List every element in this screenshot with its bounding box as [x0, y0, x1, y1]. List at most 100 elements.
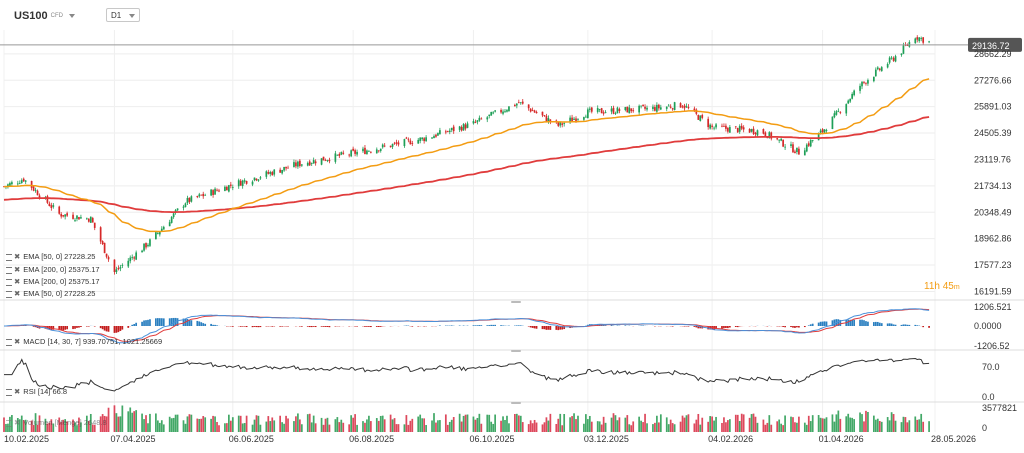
volume-bar	[902, 416, 905, 432]
volume-bar	[494, 414, 497, 432]
candle-body	[831, 116, 834, 130]
volume-bar	[200, 418, 203, 432]
candle-body	[127, 260, 130, 267]
legend-ema-50[interactable]: ✖ EMA [50, 0] 27228.25	[6, 252, 95, 262]
volume-bar	[586, 419, 589, 432]
volume-tick-label: 3577821	[982, 403, 1017, 413]
legend-macd[interactable]: ✖ MACD [14, 30, 7] 939.70751, 1021.25669	[6, 337, 162, 347]
close-icon[interactable]: ✖	[14, 387, 21, 396]
macd-hist-bar	[478, 325, 481, 326]
candle-body	[32, 186, 35, 191]
macd-hist-bar	[476, 325, 479, 326]
volume-bar	[3, 417, 5, 432]
candle-body	[76, 215, 78, 219]
settings-icon[interactable]	[6, 253, 12, 261]
settings-icon[interactable]	[6, 266, 12, 274]
volume-bar	[588, 415, 591, 432]
settings-icon[interactable]	[6, 290, 12, 298]
settings-icon[interactable]	[6, 388, 12, 396]
settings-icon[interactable]	[6, 419, 12, 427]
legend-ema-200-b[interactable]: ✖ EMA [200, 0] 25375.17	[6, 277, 100, 287]
volume-bar	[569, 417, 571, 432]
settings-icon[interactable]	[6, 338, 12, 346]
volume-bar	[687, 414, 690, 432]
volume-bar	[237, 415, 240, 432]
macd-hist-bar	[324, 326, 327, 327]
candle-body	[328, 159, 331, 162]
macd-hist-bar	[196, 320, 199, 326]
volume-bar	[721, 422, 723, 432]
candle-body	[693, 108, 696, 111]
volume-bar	[488, 414, 491, 432]
macd-hist-bar	[699, 326, 702, 329]
candle-body	[681, 106, 684, 108]
volume-bar	[348, 424, 351, 432]
volume-bar	[279, 415, 282, 432]
candle-body	[16, 183, 19, 185]
candle-body	[105, 253, 108, 257]
volume-bar	[894, 420, 897, 432]
volume-bar	[723, 417, 725, 432]
volume-bar	[914, 416, 917, 432]
symbol-selector[interactable]: US100 CFD	[14, 10, 75, 22]
macd-hist-bar	[729, 326, 731, 328]
volume-bar	[218, 425, 220, 432]
close-icon[interactable]: ✖	[14, 252, 21, 261]
macd-hist-bar	[839, 319, 842, 326]
candle-body	[508, 106, 510, 112]
volume-bar	[107, 407, 110, 432]
macd-hist-bar	[135, 322, 138, 326]
candle-body	[612, 107, 615, 114]
volume-bar	[709, 416, 711, 432]
candle-body	[293, 162, 295, 167]
candle-body	[20, 180, 23, 183]
macd-hist-bar	[819, 321, 822, 326]
volume-bar	[155, 413, 157, 432]
candle-body	[133, 257, 136, 259]
macd-hist-bar	[308, 326, 311, 328]
volume-bar	[299, 419, 301, 432]
candle-body	[283, 166, 285, 171]
candle-body	[610, 108, 613, 112]
close-icon[interactable]: ✖	[14, 265, 21, 274]
close-icon[interactable]: ✖	[14, 277, 21, 286]
volume-bar	[391, 419, 394, 432]
macd-hist-bar	[817, 322, 820, 326]
macd-hist-bar	[480, 325, 483, 326]
legend-rsi[interactable]: ✖ RSI [14] 66.8	[6, 387, 67, 397]
macd-hist-bar	[697, 326, 700, 329]
volume-bar	[80, 422, 82, 432]
candle-body	[158, 231, 161, 235]
current-price-tag	[968, 37, 1022, 52]
close-icon[interactable]: ✖	[14, 418, 21, 427]
macd-hist-bar	[74, 326, 76, 329]
candle-body	[300, 164, 303, 166]
legend-ema-50-b[interactable]: ✖ EMA [50, 0] 27228.25	[6, 289, 95, 299]
candle-body	[626, 106, 629, 113]
candle-body	[145, 243, 147, 248]
candle-body	[669, 106, 672, 108]
volume-bar	[476, 417, 479, 432]
macd-hist-bar	[32, 326, 35, 327]
candle-body	[683, 105, 686, 109]
volume-bar	[665, 417, 668, 432]
candle-body	[245, 180, 248, 184]
macd-hist-bar	[809, 324, 812, 326]
legend-ema-200[interactable]: ✖ EMA [200, 0] 25375.17	[6, 265, 100, 275]
close-icon[interactable]: ✖	[14, 337, 21, 346]
candle-body	[586, 109, 589, 119]
close-icon[interactable]: ✖	[14, 289, 21, 298]
volume-bar	[740, 413, 743, 432]
candle-body	[405, 137, 408, 139]
volume-bar	[60, 421, 63, 432]
legend-volume[interactable]: ✖ Volumen [Menge] 2648.8	[6, 418, 107, 428]
settings-icon[interactable]	[6, 278, 12, 286]
candle-body	[210, 189, 212, 196]
candle-body	[533, 110, 536, 113]
timeframe-select[interactable]: D1	[106, 8, 140, 22]
macd-hist-bar	[519, 325, 522, 326]
macd-hist-bar	[807, 325, 810, 326]
volume-bar	[466, 414, 469, 432]
candle-body	[721, 125, 723, 127]
